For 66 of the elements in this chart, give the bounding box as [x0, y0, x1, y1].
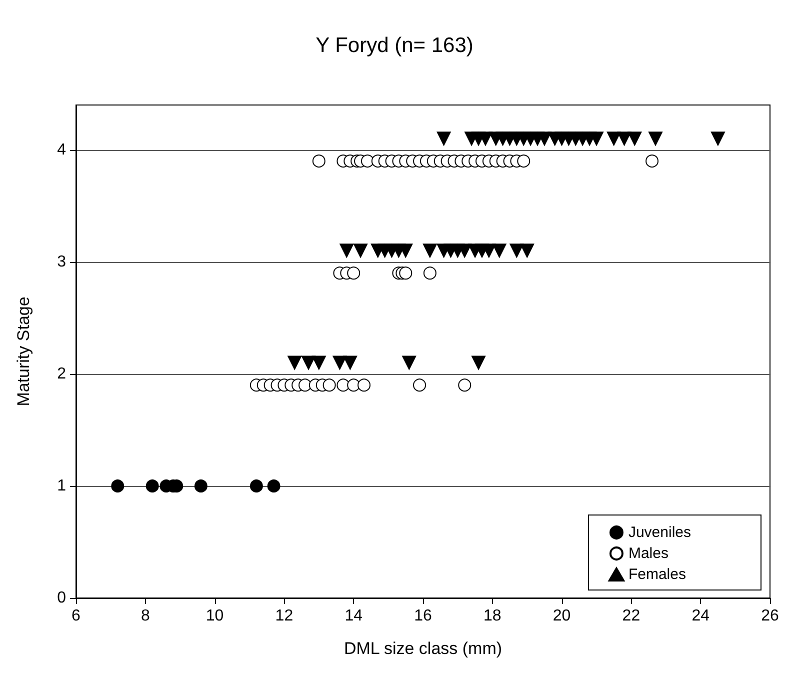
point — [423, 266, 436, 280]
y-tick-label: 3 — [57, 253, 66, 270]
point — [537, 132, 552, 146]
point — [413, 378, 426, 392]
point — [354, 244, 368, 258]
point — [648, 132, 662, 146]
point — [343, 356, 358, 370]
point — [492, 244, 506, 258]
y-tick-label: 0 — [57, 590, 66, 606]
legend-label: Females — [628, 566, 686, 583]
legend-label: Males — [628, 545, 668, 562]
point — [398, 244, 413, 258]
point — [422, 244, 437, 258]
point — [347, 378, 360, 392]
point — [250, 479, 263, 492]
point — [301, 356, 316, 370]
x-tick-label: 26 — [761, 608, 779, 624]
point — [517, 154, 530, 168]
x-tick-label: 22 — [622, 608, 640, 624]
point — [288, 356, 302, 370]
point — [628, 132, 642, 146]
point — [399, 266, 412, 280]
point — [606, 132, 621, 146]
point — [402, 356, 416, 370]
x-axis-title: DML size class (mm) — [344, 639, 502, 658]
x-tick-label: 18 — [484, 608, 502, 624]
point — [267, 479, 280, 492]
point — [710, 132, 725, 146]
point — [347, 266, 360, 280]
y-axis-title: Maturity Stage — [14, 296, 33, 406]
chart-title: Y Foryd (n= 163) — [316, 34, 474, 57]
point — [312, 356, 326, 370]
point — [298, 378, 312, 392]
x-tick-label: 20 — [552, 608, 571, 624]
legend-label: Juveniles — [628, 524, 692, 541]
point — [482, 244, 496, 258]
point — [472, 356, 486, 370]
x-tick-label: 8 — [140, 608, 150, 624]
x-tick-label: 6 — [72, 608, 81, 624]
y-tick-label: 2 — [57, 365, 66, 382]
x-tick-label: 10 — [206, 608, 224, 624]
point — [478, 132, 492, 146]
x-tick-label: 24 — [692, 608, 710, 624]
point — [194, 479, 208, 492]
point — [322, 378, 336, 392]
point — [312, 154, 326, 168]
y-tick-label: 1 — [57, 477, 66, 494]
x-tick-label: 12 — [275, 608, 294, 624]
point — [520, 244, 534, 258]
point — [510, 244, 524, 258]
x-tick-label: 14 — [344, 608, 363, 624]
point — [590, 132, 604, 146]
point — [146, 479, 159, 492]
point — [336, 378, 350, 392]
y-tick-label: 4 — [57, 141, 66, 158]
point — [617, 132, 632, 146]
point — [436, 132, 451, 146]
point — [458, 378, 472, 392]
point — [360, 154, 374, 168]
point — [646, 154, 659, 168]
x-tick-label: 16 — [414, 608, 432, 624]
point — [358, 378, 371, 392]
point — [340, 244, 354, 258]
point — [332, 356, 347, 370]
point — [458, 244, 472, 258]
point — [111, 479, 124, 492]
